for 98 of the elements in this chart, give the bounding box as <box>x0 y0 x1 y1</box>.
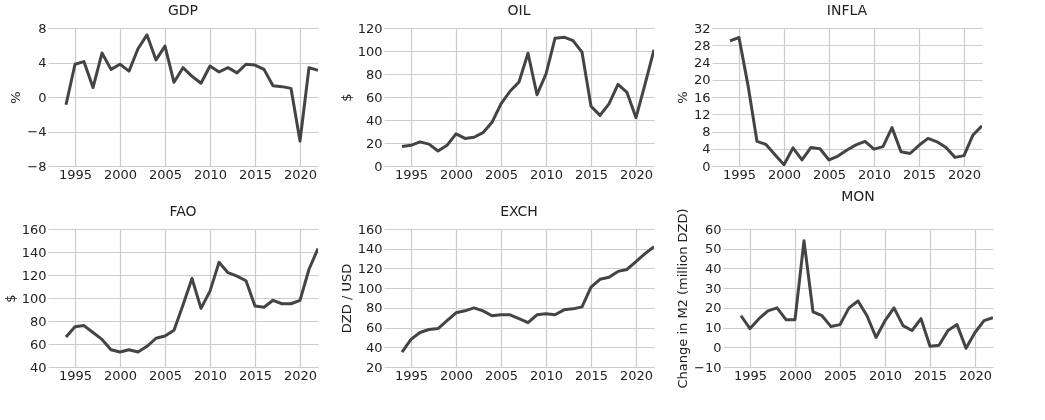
x-tick-label: 2020 <box>619 166 654 182</box>
y-tick-label: 0 <box>38 89 47 105</box>
y-tick-label: 40 <box>365 339 383 355</box>
x-tick-label: 2005 <box>484 166 519 182</box>
y-tick-label: 8 <box>38 20 47 36</box>
y-tick-label: −10 <box>694 359 722 375</box>
line-series <box>64 247 318 354</box>
chart-title: INFLA <box>826 2 868 18</box>
line-series <box>739 239 993 350</box>
chart-title: MON <box>841 187 875 204</box>
x-tick-label: 2015 <box>902 166 937 182</box>
x-tick-label: 2005 <box>812 166 847 182</box>
y-axis-title: Change in M2 (million DZD) <box>675 208 691 389</box>
x-tick-label: 2010 <box>868 367 903 383</box>
y-axis-title: $ <box>2 294 18 303</box>
y-tick-label: 120 <box>21 267 47 283</box>
y-axis-title: % <box>8 91 24 104</box>
line-series <box>64 33 318 143</box>
x-tick-label: 2000 <box>439 367 474 383</box>
y-tick-label: 0 <box>713 339 722 355</box>
y-tick-label: 40 <box>29 359 47 375</box>
line-series <box>400 35 654 153</box>
y-tick-label: 40 <box>365 112 383 128</box>
x-tick-label: 2010 <box>857 166 892 182</box>
y-tick-label: 12 <box>693 106 711 122</box>
y-tick-label: 50 <box>704 241 722 257</box>
chart-title: EXCH <box>500 203 538 219</box>
x-tick-label: 2010 <box>529 367 564 383</box>
y-tick-label: 0 <box>702 158 711 174</box>
x-tick-label: 2005 <box>148 367 183 383</box>
y-tick-label: 160 <box>357 221 383 237</box>
x-tick-label: 2020 <box>958 367 993 383</box>
y-tick-label: 20 <box>365 359 383 375</box>
x-tick-label: 2015 <box>913 367 948 383</box>
y-tick-label: 120 <box>357 20 383 36</box>
line-series <box>728 35 982 166</box>
y-axis-title: % <box>674 91 690 104</box>
y-tick-label: 60 <box>365 320 383 336</box>
x-tick-label: 2020 <box>283 367 318 383</box>
x-tick-label: 2015 <box>238 367 273 383</box>
x-tick-label: 2020 <box>619 367 654 383</box>
y-tick-label: 80 <box>365 66 383 82</box>
y-tick-label: 28 <box>693 37 711 53</box>
y-tick-label: 100 <box>21 290 47 306</box>
x-tick-label: 1995 <box>58 367 93 383</box>
x-tick-label: 2015 <box>574 367 609 383</box>
y-axis-title: $ <box>338 93 354 102</box>
y-tick-label: 10 <box>704 320 722 336</box>
y-tick-label: −8 <box>27 158 47 174</box>
y-axis-title: DZD / USD <box>338 263 354 334</box>
y-tick-label: 4 <box>38 55 47 70</box>
x-tick-label: 2000 <box>439 166 474 182</box>
line-series <box>400 245 654 354</box>
x-tick-label: 2005 <box>823 367 858 383</box>
y-tick-label: 80 <box>365 300 383 316</box>
y-tick-label: 60 <box>365 89 383 105</box>
y-tick-label: 100 <box>357 280 383 296</box>
y-tick-label: 4 <box>702 141 711 157</box>
y-tick-label: 120 <box>357 260 383 276</box>
x-tick-label: 2005 <box>148 166 183 182</box>
chart-title: FAO <box>169 203 197 219</box>
y-tick-label: 24 <box>693 55 711 70</box>
y-tick-label: 100 <box>357 43 383 59</box>
x-tick-label: 2000 <box>103 367 138 383</box>
y-tick-label: 140 <box>357 241 383 257</box>
y-tick-label: 60 <box>704 221 722 237</box>
x-tick-label: 2000 <box>103 166 138 182</box>
x-tick-label: 2000 <box>767 166 802 182</box>
x-tick-label: 1995 <box>722 166 757 182</box>
y-tick-label: 140 <box>21 244 47 260</box>
x-tick-label: 2020 <box>947 166 982 182</box>
y-tick-label: 30 <box>704 280 722 296</box>
x-tick-label: 1995 <box>733 367 768 383</box>
x-tick-label: 2010 <box>193 166 228 182</box>
x-tick-label: 2015 <box>574 166 609 182</box>
x-tick-label: 2005 <box>484 367 519 383</box>
y-tick-label: 20 <box>693 72 711 88</box>
y-tick-label: 40 <box>704 260 722 276</box>
y-tick-label: 160 <box>21 221 47 237</box>
x-tick-label: 2015 <box>238 166 273 182</box>
y-tick-label: 60 <box>29 336 47 352</box>
x-tick-label: 1995 <box>58 166 93 182</box>
x-tick-label: 1995 <box>394 367 429 383</box>
y-tick-label: 16 <box>693 89 711 105</box>
chart-title: GDP <box>167 2 199 18</box>
y-tick-label: 32 <box>693 20 711 36</box>
y-tick-label: 20 <box>704 300 722 316</box>
x-tick-label: 2010 <box>193 367 228 383</box>
y-tick-label: 80 <box>29 313 47 329</box>
y-tick-label: 20 <box>365 135 383 151</box>
y-tick-label: −4 <box>27 124 47 139</box>
x-tick-label: 2010 <box>529 166 564 182</box>
y-tick-label: 8 <box>702 124 711 139</box>
y-tick-label: 0 <box>374 158 383 174</box>
x-tick-label: 2020 <box>283 166 318 182</box>
chart-title: OIL <box>507 2 531 18</box>
x-tick-label: 1995 <box>394 166 429 182</box>
x-tick-label: 2000 <box>778 367 813 383</box>
